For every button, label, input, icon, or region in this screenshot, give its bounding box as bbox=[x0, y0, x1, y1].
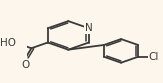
Text: O: O bbox=[22, 60, 30, 70]
Text: N: N bbox=[85, 23, 93, 33]
Text: HO: HO bbox=[0, 38, 16, 48]
Text: Cl: Cl bbox=[149, 52, 159, 62]
